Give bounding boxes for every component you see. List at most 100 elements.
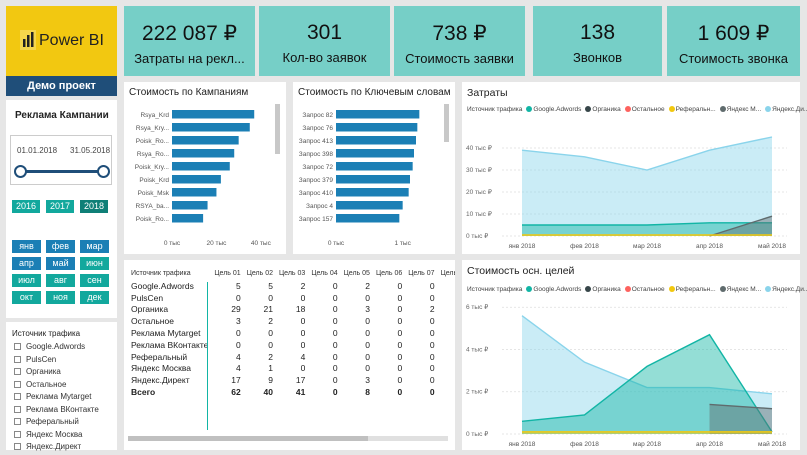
table-row[interactable]: Яндекс Москва 4 1 0 0 0 0 0 <box>128 363 455 375</box>
legend-entry[interactable]: Google.Adwords <box>533 106 582 113</box>
checkbox-icon[interactable] <box>14 355 21 363</box>
checkbox-icon[interactable] <box>14 418 21 425</box>
bar[interactable] <box>172 201 208 210</box>
source-item-referral[interactable]: Реферальный <box>14 416 99 429</box>
bar[interactable] <box>172 214 204 223</box>
table-row[interactable]: PulsCen 0 0 0 0 0 0 0 <box>128 292 455 304</box>
column-header-goal[interactable]: Цель 03 <box>279 269 306 277</box>
legend-entry[interactable]: Остальное <box>631 106 665 113</box>
table-row[interactable]: Реклама Mytarget 0 0 0 0 0 0 0 <box>128 327 455 339</box>
year-button-2018[interactable]: 2018 <box>80 200 108 213</box>
month-button-apr[interactable]: апр <box>12 257 41 270</box>
kpi-ad-costs[interactable]: 222 087 ₽ Затраты на рекл... <box>124 6 255 76</box>
bar[interactable] <box>336 201 403 210</box>
costs-area-chart[interactable]: Затраты Источник трафика Google.Adwords Ор… <box>462 82 807 254</box>
column-header-goal[interactable]: Цель 08 <box>440 269 455 277</box>
checkbox-icon[interactable] <box>14 380 21 388</box>
bar[interactable] <box>172 149 235 158</box>
campaign-cost-chart[interactable]: Стоимость по Кампаниям Rsya_Krd Rsya_Kry.… <box>124 82 286 254</box>
series-area[interactable] <box>522 137 772 236</box>
month-button-mar[interactable]: мар <box>80 240 109 253</box>
legend-entry[interactable]: Яндекс.Ди... <box>772 106 807 113</box>
bar[interactable] <box>172 175 221 184</box>
column-header-goal[interactable]: Цель 06 <box>375 269 403 277</box>
legend-entry[interactable]: Органика <box>592 286 621 293</box>
bar[interactable] <box>336 136 416 145</box>
table-row[interactable]: Реферальный 4 2 4 0 0 0 0 <box>128 351 455 363</box>
source-item-pulscen[interactable]: PulsCen <box>14 354 99 367</box>
scrollbar-thumb[interactable] <box>128 436 368 441</box>
series-area[interactable] <box>522 334 772 434</box>
bar[interactable] <box>172 110 255 119</box>
table-row[interactable]: Остальное 3 2 0 0 0 0 0 <box>128 315 455 327</box>
series-line[interactable] <box>521 315 773 395</box>
series-line[interactable] <box>521 136 773 171</box>
kpi-call-cost[interactable]: 1 609 ₽ Стоимость звонка <box>667 6 800 76</box>
legend-entry[interactable]: Органика <box>592 106 621 113</box>
column-header-source[interactable]: Источник трафика <box>131 269 191 277</box>
bar[interactable] <box>172 188 217 197</box>
source-item-yandex-direct[interactable]: Яндекс.Директ <box>14 441 99 454</box>
source-item-yandex-moscow[interactable]: Яндекс Москва <box>14 429 99 442</box>
checkbox-icon[interactable] <box>14 430 21 438</box>
checkbox-icon[interactable] <box>14 343 21 350</box>
checkbox-icon[interactable] <box>14 405 21 413</box>
series-line[interactable] <box>521 333 773 433</box>
source-item-organic[interactable]: Органика <box>14 366 99 379</box>
source-item-google-adwords[interactable]: Google.Adwords <box>14 341 99 354</box>
legend-entry[interactable]: Реферальн... <box>675 106 716 113</box>
month-button-nov[interactable]: ноя <box>46 291 75 304</box>
checkbox-icon[interactable] <box>14 393 21 400</box>
month-button-jan[interactable]: янв <box>12 240 41 253</box>
source-item-vkontakte[interactable]: Реклама ВКонтакте <box>14 404 99 417</box>
kpi-requests[interactable]: 301 Кол-во заявок <box>259 6 390 76</box>
keyword-cost-chart[interactable]: Стоимость по Ключевым словам Запрос 82 За… <box>293 82 455 254</box>
legend-entry[interactable]: Google.Adwords <box>533 286 582 293</box>
year-button-2017[interactable]: 2017 <box>46 200 74 213</box>
month-button-feb[interactable]: фев <box>46 240 75 253</box>
scrollbar-thumb[interactable] <box>275 104 280 154</box>
year-button-2016[interactable]: 2016 <box>12 200 40 213</box>
checkbox-icon[interactable] <box>14 443 21 450</box>
legend-entry[interactable]: Яндекс.Ди... <box>772 286 807 293</box>
bar[interactable] <box>336 175 410 184</box>
month-button-may[interactable]: май <box>46 257 75 270</box>
bar[interactable] <box>336 110 420 119</box>
horizontal-scrollbar[interactable] <box>128 436 448 441</box>
kpi-request-cost[interactable]: 738 ₽ Стоимость заявки <box>394 6 525 76</box>
legend-entry[interactable]: Остальное <box>631 286 665 293</box>
table-row[interactable]: Органика 29 21 18 0 3 0 2 <box>128 304 455 316</box>
table-row[interactable]: Яндекс.Директ 17 9 17 0 3 0 0 <box>128 374 455 386</box>
legend-entry[interactable]: Реферальн... <box>675 286 716 293</box>
goals-cost-chart[interactable]: Стоимость осн. целей Источник трафика Goo… <box>462 260 807 450</box>
column-header-goal[interactable]: Цель 04 <box>311 269 338 277</box>
column-header-goal[interactable]: Цель 01 <box>214 269 241 277</box>
month-button-oct[interactable]: окт <box>12 291 41 304</box>
series-line[interactable] <box>709 403 773 410</box>
bar[interactable] <box>336 149 414 158</box>
scrollbar-thumb[interactable] <box>444 104 449 142</box>
series-line[interactable] <box>709 215 773 237</box>
bar[interactable] <box>336 123 418 132</box>
month-button-aug[interactable]: авг <box>46 274 75 287</box>
date-range-slicer[interactable]: 01.01.2018 31.05.2018 <box>10 135 112 185</box>
month-button-jul[interactable]: июл <box>12 274 41 287</box>
column-header-goal[interactable]: Цель 07 <box>408 269 435 277</box>
table-row[interactable]: Реклама ВКонтакте 0 0 0 0 0 0 0 <box>128 339 455 351</box>
bar[interactable] <box>336 162 413 171</box>
month-button-dec[interactable]: дек <box>80 291 109 304</box>
table-total-row[interactable]: Всего 62 40 41 0 8 0 0 <box>128 386 455 398</box>
series-area[interactable] <box>709 404 773 434</box>
kpi-calls[interactable]: 138 Звонков <box>533 6 662 76</box>
month-button-sep[interactable]: сен <box>80 274 109 287</box>
bar[interactable] <box>172 123 250 132</box>
bar[interactable] <box>336 188 409 197</box>
legend-entry[interactable]: Яндекс М... <box>726 106 762 113</box>
bar[interactable] <box>336 214 400 223</box>
series-line[interactable] <box>522 222 772 226</box>
table-row[interactable]: Google.Adwords 5 5 2 0 2 0 0 <box>128 280 455 292</box>
column-header-goal[interactable]: Цель 02 <box>246 269 273 277</box>
month-button-jun[interactable]: июн <box>80 257 109 270</box>
checkbox-icon[interactable] <box>14 368 21 375</box>
source-item-other[interactable]: Остальное <box>14 379 99 392</box>
